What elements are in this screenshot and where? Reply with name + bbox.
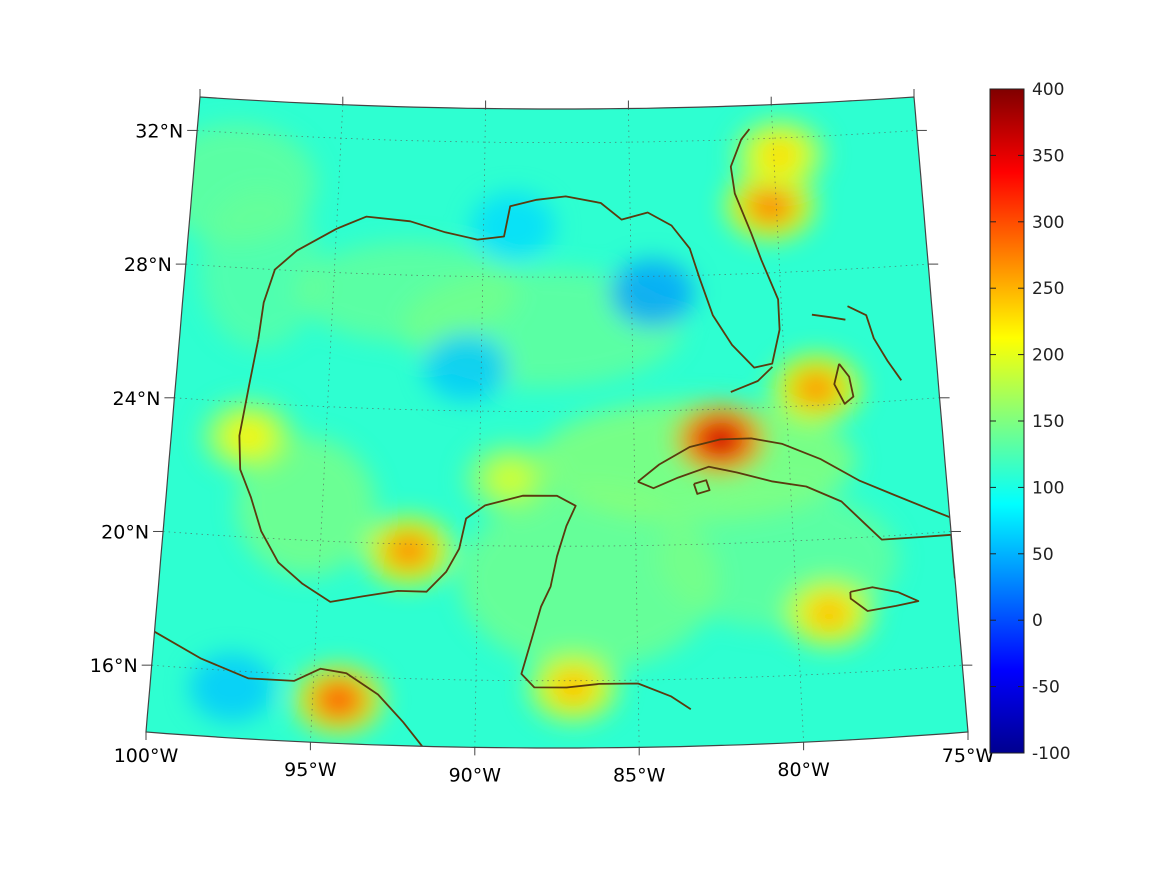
lat-label-1: 28°N: [124, 254, 172, 276]
field-anomalies: [156, 118, 899, 736]
meridian-line: [628, 108, 640, 748]
coastline-segment: [257, 128, 781, 369]
field-blob: [200, 188, 321, 349]
field-hotspot: [813, 600, 846, 627]
colorbar-label-1: 350: [1032, 146, 1064, 166]
lon-label-2: 90°W: [449, 764, 502, 786]
colorbar-label-5: 150: [1032, 412, 1064, 432]
coastline-segment: [154, 630, 423, 747]
coastline-segment: [730, 366, 774, 393]
coastline-segment: [847, 305, 903, 381]
field-low: [424, 333, 509, 402]
lat-label-4: 16°N: [90, 655, 138, 677]
coastline-segment: [238, 339, 692, 711]
colorbar-label-3: 250: [1032, 279, 1064, 299]
field-hotspot: [232, 423, 265, 450]
lon-label-0: 100°W: [114, 745, 179, 767]
colorbar: 400 350 300 250 200 150 100 50 0 -50 -100: [989, 80, 1071, 764]
colorbar-label-10: -100: [1032, 744, 1071, 764]
field-hotspot: [754, 192, 787, 219]
field-blob: [297, 241, 518, 342]
field-blob: [458, 489, 719, 670]
meridian-line: [474, 108, 486, 748]
field-low: [610, 259, 695, 328]
lat-label-0: 32°N: [135, 120, 183, 142]
colorbar-label-8: 0: [1032, 611, 1043, 631]
lon-label-5: 75°W: [942, 745, 995, 767]
lat-label-3: 20°N: [101, 521, 149, 543]
field-hotspot: [494, 465, 527, 492]
field-hotspot: [800, 375, 833, 402]
coastline: [154, 128, 967, 747]
longitude-labels: 100°W 95°W 90°W 85°W 80°W 75°W: [114, 745, 995, 786]
colorbar-label-6: 100: [1032, 478, 1064, 498]
graticule: [151, 104, 963, 748]
colorbar-label-4: 200: [1032, 346, 1064, 366]
coastline-segment: [833, 363, 855, 405]
colorbar-label-0: 400: [1032, 80, 1064, 100]
colorbar-label-7: 50: [1032, 545, 1054, 565]
colorbar-ticks: 400 350 300 250 200 150 100 50 0 -50 -100: [990, 80, 1071, 764]
field-blob: [236, 436, 377, 577]
coastline-segment: [693, 479, 711, 495]
meridian-line: [310, 104, 344, 743]
parallel-line: [197, 130, 917, 143]
frame-ticks: [141, 89, 973, 756]
latitude-labels: 32°N 28°N 24°N 20°N 16°N: [90, 120, 183, 677]
colorbar-label-2: 300: [1032, 213, 1064, 233]
parallel-line: [174, 397, 940, 413]
lon-label-1: 95°W: [284, 759, 337, 781]
coastline-segment: [811, 313, 846, 321]
field-hotspot: [322, 686, 355, 713]
meridian-line: [770, 104, 804, 743]
lon-label-3: 85°W: [613, 764, 666, 786]
lon-label-4: 80°W: [777, 759, 830, 781]
field-low: [470, 192, 555, 261]
field-hotspot: [392, 537, 425, 564]
colorbar-label-9: -50: [1032, 678, 1060, 698]
field-low: [189, 653, 274, 722]
field-hotspot: [763, 141, 796, 168]
lat-label-2: 24°N: [113, 388, 161, 410]
coastline-segment: [849, 586, 920, 612]
map-panel: 100°W 95°W 90°W 85°W 80°W 75°W 32°N 28°N 24°N 20…: [90, 89, 995, 786]
